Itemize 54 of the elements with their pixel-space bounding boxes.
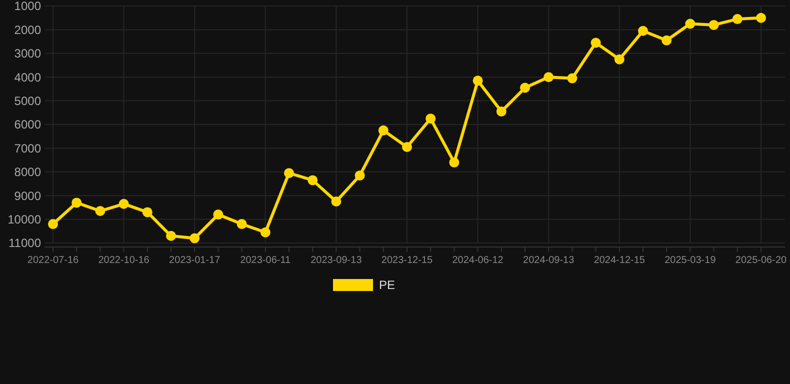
x-tick-label: 2023-12-15 — [381, 255, 434, 266]
point — [426, 114, 436, 124]
y-tick-label: 8000 — [14, 165, 42, 180]
point — [72, 198, 82, 208]
point — [190, 233, 200, 244]
point — [48, 219, 58, 230]
point — [308, 175, 318, 186]
point — [378, 125, 388, 136]
y-tick-label: 7000 — [14, 141, 42, 156]
y-tick-label: 9000 — [14, 188, 42, 203]
y-tick-label: 5000 — [14, 94, 42, 108]
point — [142, 207, 152, 218]
x-tick-label: 2025-03-19 — [664, 255, 716, 266]
x-tick-label: 2022-07-16 — [27, 255, 80, 266]
y-tick-label: 10000 — [8, 212, 42, 226]
point — [402, 142, 412, 152]
point — [95, 206, 106, 216]
point — [260, 227, 270, 238]
y-tick-label: 4000 — [14, 70, 42, 84]
point — [708, 20, 719, 30]
x-tick-label: 2023-01-17 — [169, 255, 221, 266]
point — [732, 14, 742, 24]
point — [590, 38, 601, 48]
point — [472, 76, 483, 86]
point — [166, 230, 176, 241]
point — [213, 210, 224, 220]
point — [331, 196, 342, 207]
point — [520, 82, 530, 93]
y-tick-label: 2000 — [14, 22, 42, 37]
point — [638, 26, 648, 36]
x-tick-label: 2025-06-20 — [735, 255, 788, 266]
point — [662, 35, 672, 46]
y-tick-label: 6000 — [14, 118, 42, 132]
point — [118, 198, 129, 209]
x-tick-label: 2023-09-13 — [310, 255, 362, 266]
x-tick-label: 2023-06-11 — [240, 255, 292, 266]
y-tick-label: 1000 — [14, 0, 42, 14]
x-tick-label: 2024-12-15 — [594, 255, 646, 266]
point — [685, 18, 696, 29]
y-tick-label: 11000 — [8, 236, 42, 250]
x-tick-label: 2024-06-12 — [452, 255, 504, 266]
y-tick-label: 3000 — [14, 46, 42, 61]
point — [756, 12, 766, 23]
point — [544, 72, 554, 82]
point — [354, 170, 365, 180]
point — [449, 157, 460, 168]
point — [284, 168, 294, 178]
point — [496, 106, 506, 116]
legend-label: PE — [379, 278, 396, 292]
point — [567, 73, 578, 84]
point — [614, 54, 624, 64]
x-tick-label: 2022-10-16 — [98, 255, 150, 266]
x-tick-label: 2024-09-13 — [523, 255, 575, 266]
point — [236, 219, 247, 230]
